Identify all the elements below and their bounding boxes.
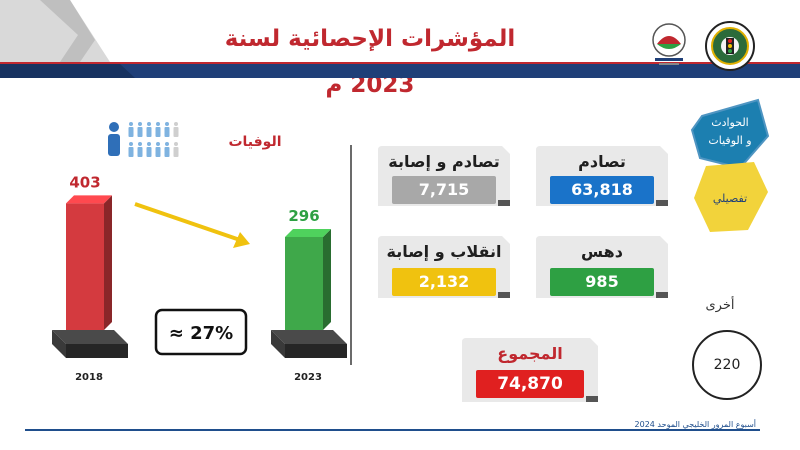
side-navigation: الحوادث و الوفيات تفصيلي <box>690 98 770 232</box>
person-icon-body <box>164 127 170 137</box>
page-title: المؤشرات الإحصائية لسنة 2023 م <box>224 26 516 98</box>
person-icon-body <box>128 147 134 157</box>
person-icon-body <box>137 127 143 137</box>
person-icon <box>129 142 133 146</box>
bar-pedestal-side <box>52 330 66 358</box>
people-icons <box>108 122 179 157</box>
card-rollover-injury: انقلاب و إصابة 2,132 <box>378 236 510 298</box>
card-collision-injury: تصادم و إصابة 7,715 <box>378 146 510 206</box>
bar-top-2018 <box>66 195 112 204</box>
vertical-divider <box>350 145 352 365</box>
person-icon <box>156 142 160 146</box>
card-run-over-label: دهس <box>581 242 623 261</box>
person-icon <box>138 122 142 126</box>
person-icon-body <box>155 147 161 157</box>
category-label: 2018 <box>75 372 103 383</box>
person-icon <box>165 142 169 146</box>
card-rollover-injury-value: 2,132 <box>392 268 496 296</box>
change-label: ≈ 27% <box>169 323 233 344</box>
card-total: المجموع 74,870 <box>462 338 598 402</box>
bar-2023 <box>285 236 323 330</box>
card-run-over-value: 985 <box>550 268 654 296</box>
bar-pedestal-front <box>285 344 347 358</box>
person-icon <box>147 142 151 146</box>
accidents-fatalities-tab[interactable]: الحوادث و الوفيات <box>690 98 770 170</box>
card-run-over: دهس 985 <box>536 236 668 298</box>
person-icon <box>129 122 133 126</box>
card-collision-injury-value: 7,715 <box>392 176 496 204</box>
bar-2018 <box>66 203 104 330</box>
person-icon <box>138 142 142 146</box>
footer-line <box>25 429 760 431</box>
card-collision-label: تصادم <box>578 152 626 171</box>
card-collision-value: 63,818 <box>550 176 654 204</box>
person-icon <box>174 142 178 146</box>
person-icon-body <box>146 127 152 137</box>
bar-value-label: 403 <box>69 173 100 191</box>
person-icon <box>165 122 169 126</box>
person-icon-body <box>137 147 143 157</box>
person-icon-body <box>146 147 152 157</box>
bar-pedestal-front <box>66 344 128 358</box>
accidents-tab-label-line2: و الوفيات <box>708 134 751 147</box>
trend-arrow <box>134 202 250 248</box>
chart-title: الوفيات <box>228 134 281 150</box>
traffic-week-logo <box>652 23 686 65</box>
person-icon <box>156 122 160 126</box>
person-icon-body <box>128 127 134 137</box>
bar-pedestal-side <box>271 330 285 358</box>
detail-tab[interactable]: تفصيلي <box>694 162 768 232</box>
footer-text: أسبوع المرور الخليجي الموحد 2024 <box>600 420 760 429</box>
bar-top-2023 <box>285 228 331 237</box>
bar-pedestal-top <box>271 330 347 344</box>
person-icon <box>147 122 151 126</box>
bar-pedestal-top <box>52 330 128 344</box>
person-icon-body <box>173 147 179 157</box>
header-stripe <box>0 62 800 78</box>
bar-side-2018 <box>104 195 112 330</box>
card-rollover-injury-label: انقلاب و إصابة <box>386 242 502 261</box>
card-total-label: المجموع <box>497 344 563 363</box>
other-label: أخرى <box>705 298 735 313</box>
traffic-department-emblem <box>705 21 755 71</box>
fatalities-chart: الوفيات ≈ 27% 403 2018 296 2023 <box>52 122 347 383</box>
person-icon <box>174 122 178 126</box>
person-icon-body <box>155 127 161 137</box>
bar-value-label: 296 <box>288 207 319 225</box>
category-label: 2023 <box>294 372 322 383</box>
detail-tab-label: تفصيلي <box>713 192 747 205</box>
other-value: 220 <box>692 330 762 400</box>
person-icon-body <box>164 147 170 157</box>
person-icon-body <box>173 127 179 137</box>
card-total-value: 74,870 <box>476 370 584 398</box>
card-collision-injury-label: تصادم و إصابة <box>388 152 500 171</box>
bar-side-2023 <box>323 228 331 330</box>
accidents-tab-label-line1: الحوادث <box>711 116 749 129</box>
change-box: ≈ 27% <box>154 308 248 356</box>
header-decoration <box>0 0 110 62</box>
card-collision: تصادم 63,818 <box>536 146 668 206</box>
